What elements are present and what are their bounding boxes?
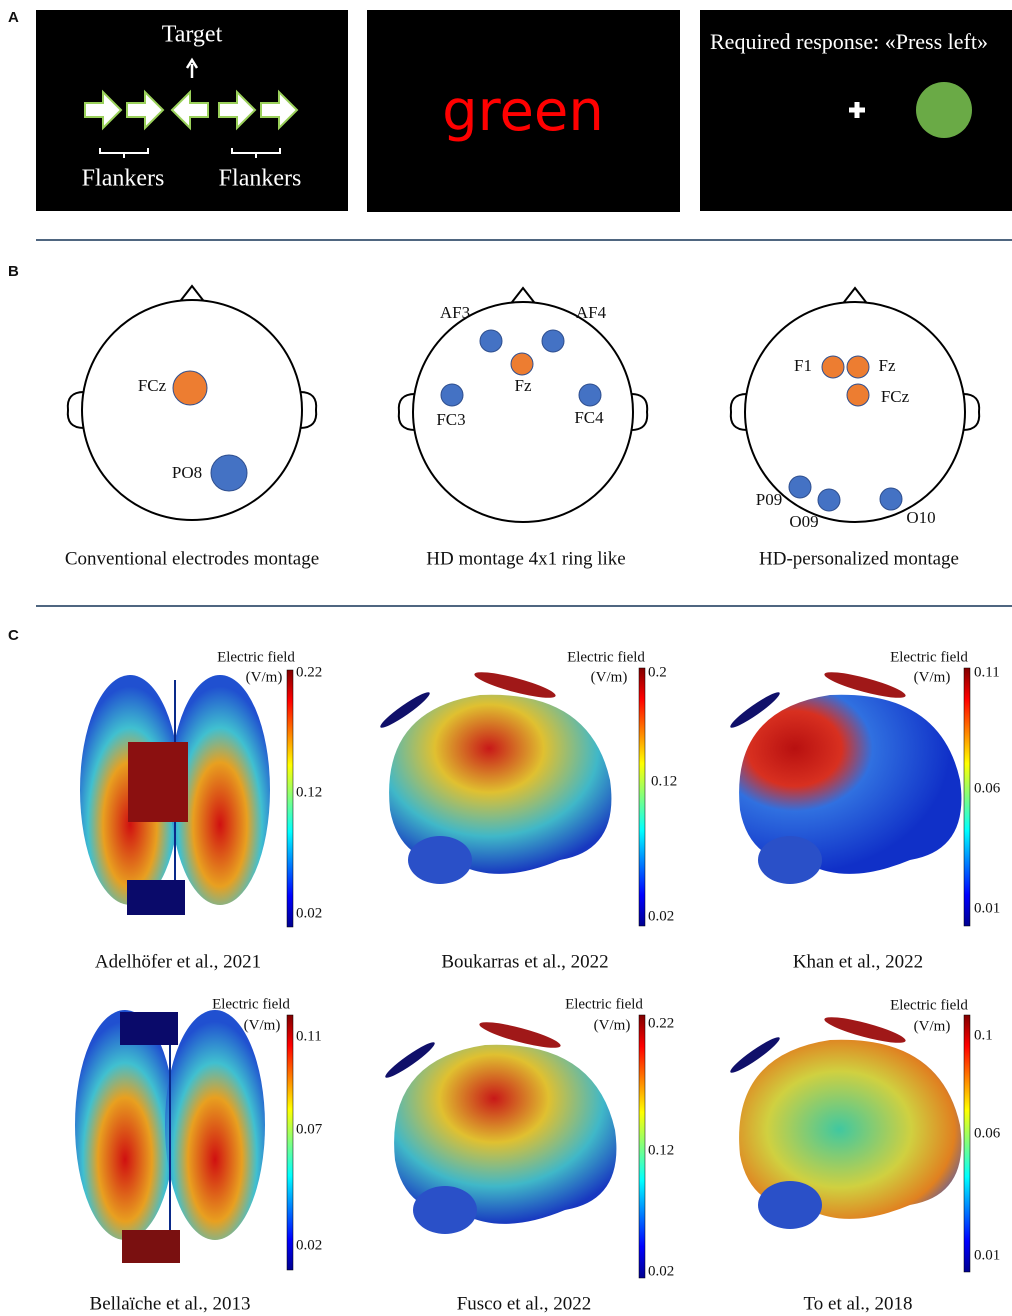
label: C: [8, 627, 19, 644]
cerebellum: [758, 836, 822, 884]
electrode: [822, 356, 844, 378]
label: (V/m): [244, 1017, 281, 1033]
label: Bellaïche et al., 2013: [90, 1293, 251, 1314]
colorbar: [639, 1015, 645, 1278]
label: AF3: [440, 303, 470, 322]
label: (V/m): [594, 1017, 631, 1033]
label: Fusco et al., 2022: [457, 1293, 592, 1314]
cerebellum: [758, 1181, 822, 1229]
label: Electric field: [567, 649, 645, 665]
label: AF4: [576, 303, 607, 322]
label: 0.22: [296, 664, 322, 680]
electrode: [480, 330, 502, 352]
label: 0.12: [296, 784, 322, 800]
label: FCz: [138, 376, 167, 395]
label: 0.06: [974, 780, 1001, 796]
label: Target: [162, 22, 223, 48]
electrode: [818, 489, 840, 511]
label: B: [8, 263, 19, 280]
electrode-pad: [120, 1012, 178, 1045]
label: Khan et al., 2022: [793, 951, 923, 972]
electrode-pad: [122, 1230, 180, 1263]
stimulus-circle: [916, 82, 972, 138]
label: HD-personalized montage: [759, 548, 959, 569]
label: FC3: [436, 410, 465, 429]
label: 0.2: [648, 664, 667, 680]
label: PO8: [172, 463, 202, 482]
label: (V/m): [914, 1018, 951, 1034]
label: Conventional electrodes montage: [65, 548, 319, 569]
label: 0.06: [974, 1125, 1001, 1141]
label: (V/m): [914, 669, 951, 685]
label: Electric field: [890, 997, 968, 1013]
label: 0.11: [974, 664, 1000, 680]
label: Flankers: [219, 166, 302, 192]
electrode: [511, 353, 533, 375]
electrode: [173, 371, 207, 405]
label: FC4: [574, 408, 604, 427]
label: 0.1: [974, 1027, 993, 1043]
label: 0.12: [651, 773, 677, 789]
label: A: [8, 9, 19, 26]
label: F1: [794, 356, 812, 375]
label: O10: [906, 508, 935, 527]
figure: A B C Target Flankers Flankers green Required r…: [0, 0, 1012, 1316]
electrode: [542, 330, 564, 352]
label: Required response: «Press left»: [710, 29, 988, 54]
label: 0.02: [648, 908, 674, 924]
label: 0.12: [648, 1142, 674, 1158]
label: HD montage 4x1 ring like: [426, 548, 625, 569]
label: Electric field: [217, 649, 295, 665]
head: [82, 300, 302, 520]
electrode: [579, 384, 601, 406]
colorbar: [639, 668, 645, 926]
label: Flankers: [82, 166, 165, 192]
electrode: [847, 356, 869, 378]
label: 0.01: [974, 900, 1000, 916]
electrode: [211, 455, 247, 491]
colorbar: [964, 668, 970, 926]
electrode: [441, 384, 463, 406]
label: To et al., 2018: [804, 1293, 913, 1314]
colorbar: [964, 1015, 970, 1272]
label: O09: [789, 512, 818, 531]
electrode-pad: [127, 880, 185, 915]
colorbar: [287, 1015, 293, 1270]
label: 0.02: [648, 1263, 674, 1279]
label: 0.22: [648, 1015, 674, 1031]
label: Adelhöfer et al., 2021: [95, 951, 261, 972]
label: (V/m): [246, 669, 283, 685]
label: FCz: [881, 387, 910, 406]
cerebellum: [413, 1186, 477, 1234]
electrode-pad: [128, 742, 188, 822]
label: Boukarras et al., 2022: [441, 951, 608, 972]
label: Electric field: [890, 649, 968, 665]
label: P09: [756, 490, 782, 509]
brain: [165, 1010, 265, 1240]
electrode: [880, 488, 902, 510]
label: Fz: [879, 356, 896, 375]
label: 0.02: [296, 1237, 322, 1253]
label: 0.02: [296, 905, 322, 921]
label: Fz: [515, 376, 532, 395]
label: 0.07: [296, 1121, 323, 1137]
colorbar: [287, 670, 293, 927]
label: green: [442, 79, 604, 144]
label: 0.01: [974, 1247, 1000, 1263]
label: Electric field: [212, 996, 290, 1012]
electrode: [789, 476, 811, 498]
label: 0.11: [296, 1028, 322, 1044]
label: (V/m): [591, 669, 628, 685]
label: Electric field: [565, 996, 643, 1012]
electrode: [847, 384, 869, 406]
cerebellum: [408, 836, 472, 884]
